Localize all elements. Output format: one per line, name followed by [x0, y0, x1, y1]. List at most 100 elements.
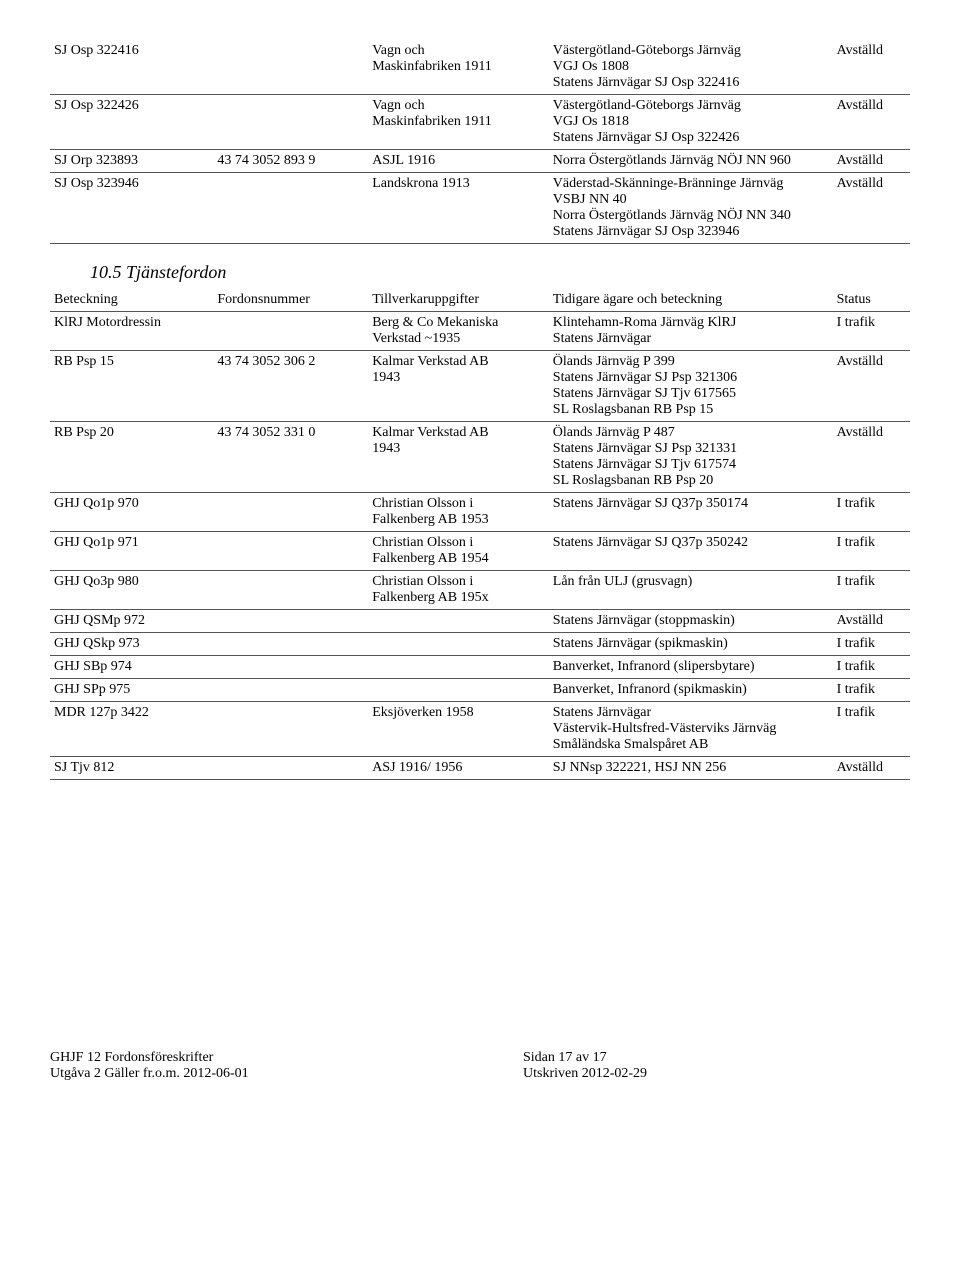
cell-tidigare: Banverket, Infranord (slipersbytare)	[549, 656, 833, 679]
cell-beteckning: GHJ Qo3p 980	[50, 571, 213, 610]
cell-tillverkar: Christian Olsson iFalkenberg AB 1953	[368, 493, 549, 532]
cell-tillverkar: ASJL 1916	[368, 150, 549, 173]
cell-beteckning: GHJ Qo1p 970	[50, 493, 213, 532]
header-tillverkar: Tillverkaruppgifter	[368, 289, 549, 312]
table-row: SJ Tjv 812 ASJ 1916/ 1956SJ NNsp 322221, …	[50, 757, 910, 780]
cell-fordonsnummer	[213, 757, 368, 780]
header-tidigare: Tidigare ägare och beteckning	[549, 289, 833, 312]
cell-beteckning: GHJ SBp 974	[50, 656, 213, 679]
cell-fordonsnummer: 43 74 3052 893 9	[213, 150, 368, 173]
table-row: KlRJ MotordressinBerg & Co MekaniskaVerk…	[50, 312, 910, 351]
cell-tidigare: Statens Järnvägar (stoppmaskin)	[549, 610, 833, 633]
cell-fordonsnummer	[213, 656, 368, 679]
cell-fordonsnummer	[213, 679, 368, 702]
table-row: GHJ Qo1p 970 Christian Olsson iFalkenberg…	[50, 493, 910, 532]
cell-beteckning: GHJ Qo1p 971	[50, 532, 213, 571]
cell-tidigare: Västergötland-Göteborgs JärnvägVGJ Os 18…	[549, 95, 833, 150]
table-row: GHJ QSMp 972 Statens Järnvägar (stoppmask…	[50, 610, 910, 633]
cell-beteckning: GHJ SPp 975	[50, 679, 213, 702]
cell-tidigare: Västergötland-Göteborgs JärnvägVGJ Os 18…	[549, 40, 833, 95]
cell-tillverkar: Christian Olsson iFalkenberg AB 1954	[368, 532, 549, 571]
table-row: GHJ Qo1p 971 Christian Olsson iFalkenberg…	[50, 532, 910, 571]
cell-tidigare: Väderstad-Skänninge-Bränninge JärnvägVSB…	[549, 173, 833, 244]
cell-status: I trafik	[833, 702, 910, 757]
cell-fordonsnummer	[213, 633, 368, 656]
cell-beteckning: RB Psp 15	[50, 351, 213, 422]
cell-status: I trafik	[833, 532, 910, 571]
section-title: 10.5 Tjänstefordon	[50, 244, 910, 289]
table-row: SJ Osp 322416 Vagn ochMaskinfabriken 1911…	[50, 40, 910, 95]
cell-tidigare: Lån från ULJ (grusvagn)	[549, 571, 833, 610]
page-footer: GHJF 12 Fordonsföreskrifter Sidan 17 av …	[50, 1050, 910, 1082]
cell-tidigare: Statens Järnvägar (spikmaskin)	[549, 633, 833, 656]
cell-status: Avställd	[833, 150, 910, 173]
cell-tillverkar: ASJ 1916/ 1956	[368, 757, 549, 780]
cell-tillverkar: Vagn ochMaskinfabriken 1911	[368, 40, 549, 95]
vehicle-table-top: SJ Osp 322416 Vagn ochMaskinfabriken 1911…	[50, 40, 910, 244]
cell-status: I trafik	[833, 656, 910, 679]
cell-beteckning: SJ Osp 323946	[50, 173, 213, 244]
cell-beteckning: SJ Tjv 812	[50, 757, 213, 780]
cell-fordonsnummer	[213, 95, 368, 150]
footer-doc-title: GHJF 12 Fordonsföreskrifter	[50, 1050, 523, 1066]
cell-tidigare: Statens Järnvägar SJ Q37p 350174	[549, 493, 833, 532]
cell-beteckning: SJ Orp 323893	[50, 150, 213, 173]
footer-page-num: Sidan 17 av 17	[523, 1050, 910, 1066]
cell-beteckning: MDR 127p 3422	[50, 702, 213, 757]
table-row: GHJ SBp 974 Banverket, Infranord (slipers…	[50, 656, 910, 679]
cell-beteckning: SJ Osp 322426	[50, 95, 213, 150]
table-row: SJ Orp 32389343 74 3052 893 9ASJL 1916No…	[50, 150, 910, 173]
cell-tidigare: Statens JärnvägarVästervik-Hultsfred-Väs…	[549, 702, 833, 757]
cell-status: I trafik	[833, 312, 910, 351]
header-beteckning: Beteckning	[50, 289, 213, 312]
cell-tillverkar: Kalmar Verkstad AB1943	[368, 422, 549, 493]
cell-tidigare: Klintehamn-Roma Järnväg KlRJStatens Järn…	[549, 312, 833, 351]
cell-status: Avställd	[833, 610, 910, 633]
footer-edition: Utgåva 2 Gäller fr.o.m. 2012-06-01	[50, 1066, 523, 1082]
cell-status: Avställd	[833, 351, 910, 422]
cell-beteckning: SJ Osp 322416	[50, 40, 213, 95]
footer-printed: Utskriven 2012-02-29	[523, 1066, 910, 1082]
table-row: MDR 127p 3422 Eksjöverken 1958Statens Jär…	[50, 702, 910, 757]
cell-fordonsnummer	[213, 493, 368, 532]
cell-beteckning: GHJ QSMp 972	[50, 610, 213, 633]
cell-tidigare: Ölands Järnväg P 487Statens Järnvägar SJ…	[549, 422, 833, 493]
cell-status: I trafik	[833, 493, 910, 532]
cell-beteckning: GHJ QSkp 973	[50, 633, 213, 656]
cell-tillverkar: Eksjöverken 1958	[368, 702, 549, 757]
cell-tidigare: Norra Östergötlands Järnväg NÖJ NN 960	[549, 150, 833, 173]
cell-fordonsnummer	[213, 571, 368, 610]
cell-tillverkar	[368, 610, 549, 633]
cell-beteckning: RB Psp 20	[50, 422, 213, 493]
cell-fordonsnummer	[213, 610, 368, 633]
table-row: SJ Osp 322426 Vagn ochMaskinfabriken 1911…	[50, 95, 910, 150]
header-status: Status	[833, 289, 910, 312]
cell-tillverkar: Berg & Co MekaniskaVerkstad ~1935	[368, 312, 549, 351]
cell-status: Avställd	[833, 173, 910, 244]
table-row: GHJ QSkp 973 Statens Järnvägar (spikmaski…	[50, 633, 910, 656]
cell-fordonsnummer	[213, 702, 368, 757]
cell-tillverkar: Christian Olsson iFalkenberg AB 195x	[368, 571, 549, 610]
cell-tillverkar	[368, 633, 549, 656]
cell-fordonsnummer: 43 74 3052 306 2	[213, 351, 368, 422]
cell-fordonsnummer: 43 74 3052 331 0	[213, 422, 368, 493]
cell-tillverkar: Landskrona 1913	[368, 173, 549, 244]
cell-tidigare: Ölands Järnväg P 399Statens Järnvägar SJ…	[549, 351, 833, 422]
vehicle-table-bottom: Beteckning Fordonsnummer Tillverkaruppgi…	[50, 289, 910, 780]
table-row: SJ Osp 323946 Landskrona 1913Väderstad-Sk…	[50, 173, 910, 244]
cell-tidigare: Banverket, Infranord (spikmaskin)	[549, 679, 833, 702]
cell-status: I trafik	[833, 571, 910, 610]
cell-status: Avställd	[833, 757, 910, 780]
table-header-row: Beteckning Fordonsnummer Tillverkaruppgi…	[50, 289, 910, 312]
table-row: GHJ Qo3p 980 Christian Olsson iFalkenberg…	[50, 571, 910, 610]
header-fordonsnummer: Fordonsnummer	[213, 289, 368, 312]
cell-tidigare: Statens Järnvägar SJ Q37p 350242	[549, 532, 833, 571]
cell-status: Avställd	[833, 422, 910, 493]
table-row: RB Psp 1543 74 3052 306 2Kalmar Verkstad…	[50, 351, 910, 422]
cell-tidigare: SJ NNsp 322221, HSJ NN 256	[549, 757, 833, 780]
cell-status: Avställd	[833, 40, 910, 95]
cell-tillverkar: Kalmar Verkstad AB1943	[368, 351, 549, 422]
cell-fordonsnummer	[213, 173, 368, 244]
cell-status: Avställd	[833, 95, 910, 150]
cell-tillverkar: Vagn ochMaskinfabriken 1911	[368, 95, 549, 150]
